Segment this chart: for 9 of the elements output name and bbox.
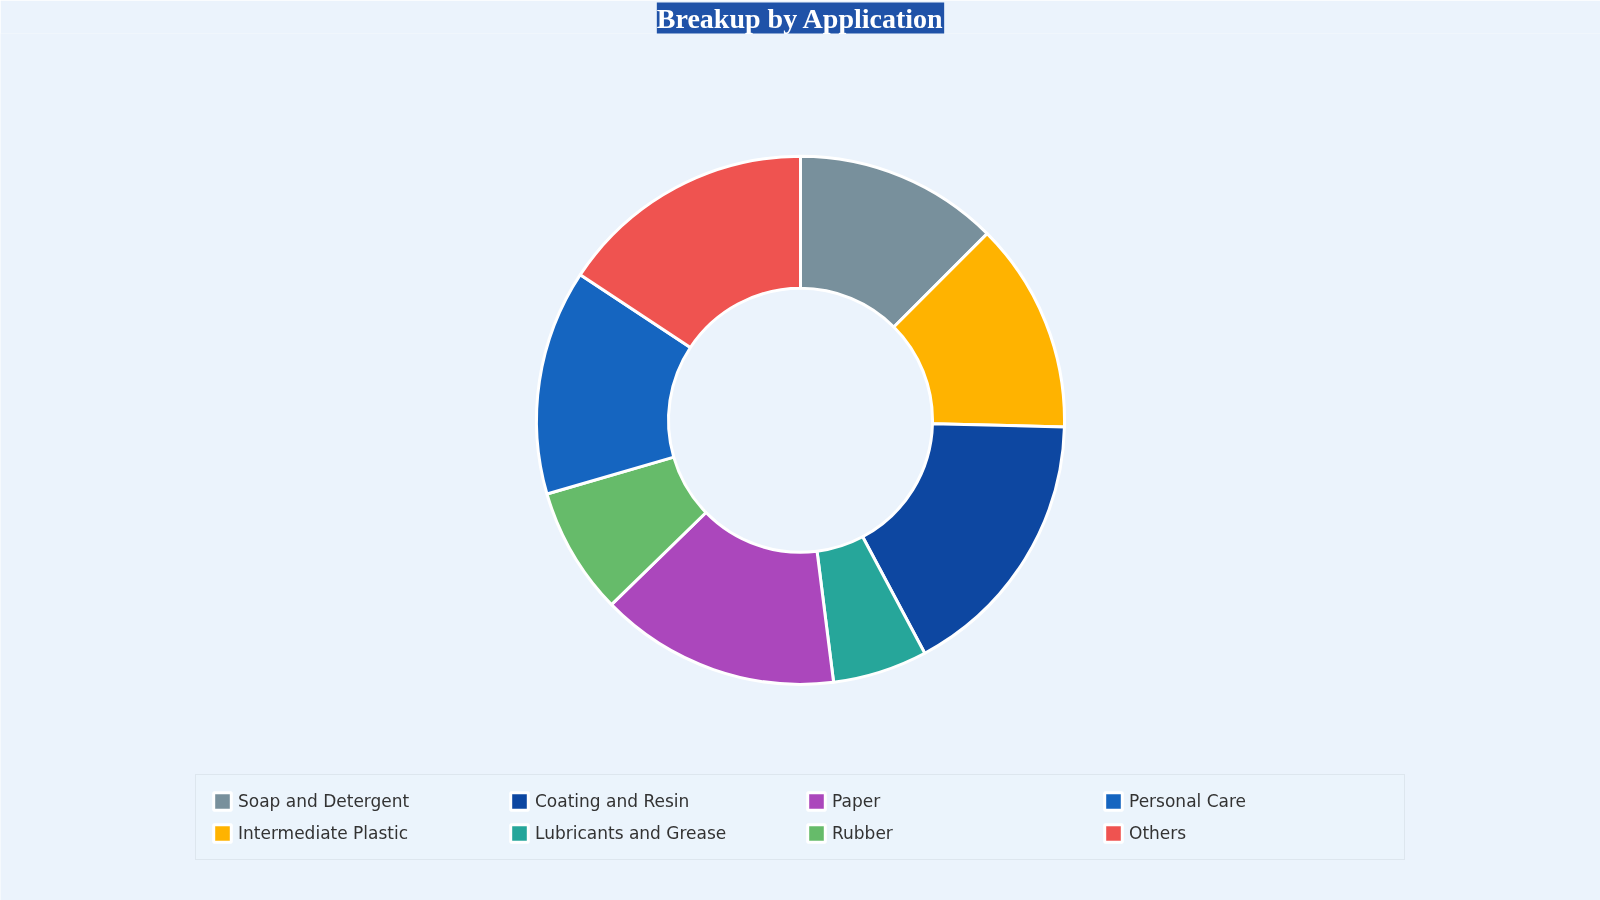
legend-label: Rubber	[832, 823, 894, 843]
chart-title: Breakup by Application	[656, 2, 944, 34]
legend-label: Soap and Detergent	[238, 791, 411, 811]
legend-label: Personal Care	[1129, 791, 1248, 811]
legend-label: Others	[1129, 823, 1188, 843]
legend-label: Paper	[832, 791, 882, 811]
legend-label: Lubricants and Grease	[535, 823, 728, 843]
legend-label: Coating and Resin	[535, 791, 691, 811]
legend-label: Intermediate Plastic	[238, 823, 410, 843]
